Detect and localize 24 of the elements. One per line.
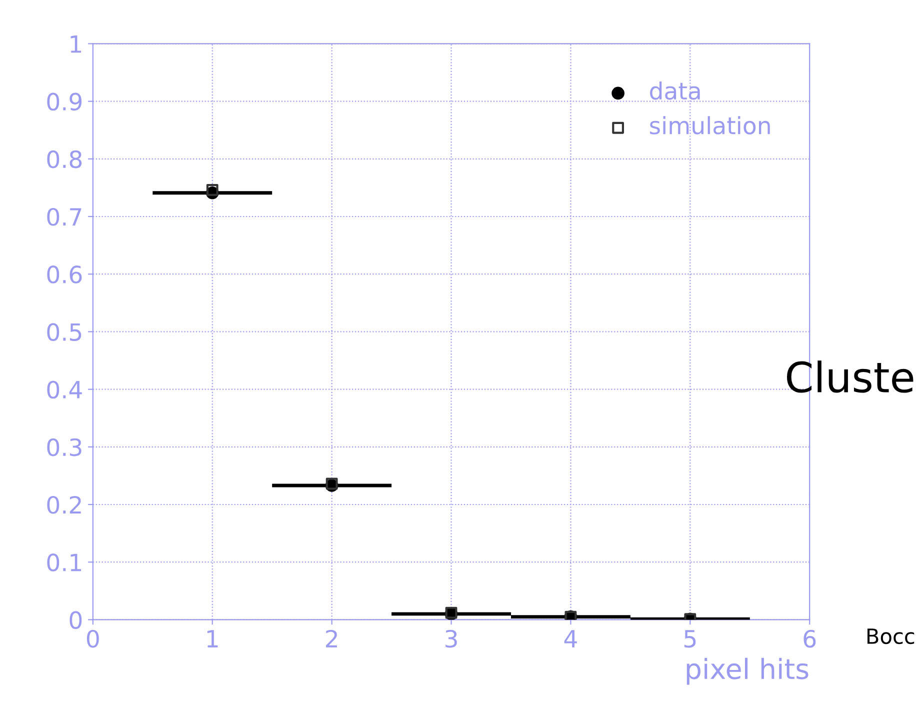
- x-tick-label: 3: [446, 630, 457, 648]
- y-tick-label: 0.8: [47, 150, 82, 168]
- y-tick-label: 0.4: [47, 380, 82, 399]
- x-axis-title: pixel hits: [686, 658, 808, 685]
- legend-label: data: [650, 81, 700, 100]
- y-tick-label: 0.1: [47, 554, 82, 572]
- text: Bocc: [867, 628, 914, 644]
- x-tick-label: 4: [564, 630, 577, 648]
- x-tick-label: 1: [207, 630, 218, 648]
- x-tick-label: 0: [86, 630, 99, 648]
- y-tick-label: 0.6: [47, 266, 82, 284]
- y-tick-label: 1: [70, 35, 82, 53]
- y-tick-label: 0: [70, 611, 82, 629]
- y-tick-label: 0.7: [47, 208, 82, 226]
- legend-label: simulation: [650, 116, 770, 134]
- x-tick-label: 6: [804, 630, 816, 648]
- y-tick-label: 0.9: [47, 92, 82, 111]
- annotation: Cluste: [786, 360, 914, 393]
- x-tick-label: 2: [326, 630, 337, 648]
- point: [206, 184, 218, 196]
- y-tick-label: 0.3: [47, 438, 82, 456]
- y-tick-label: 0.2: [47, 496, 81, 514]
- y-tick-label: 0.5: [47, 323, 82, 342]
- x-tick-label: 5: [684, 630, 696, 648]
